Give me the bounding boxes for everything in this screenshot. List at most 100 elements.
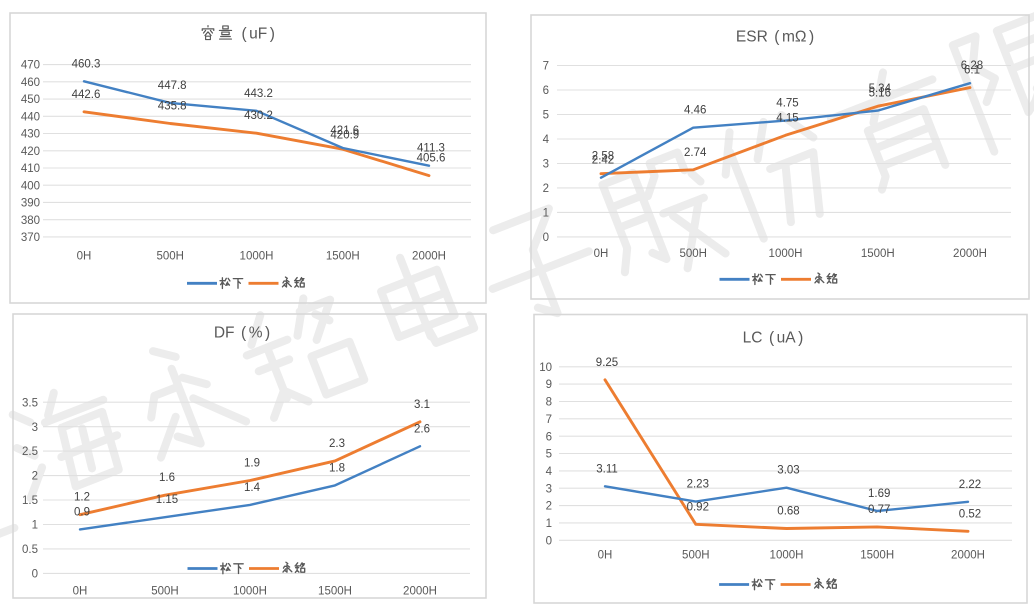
svg-text:4: 4	[543, 134, 550, 146]
svg-text:4.46: 4.46	[684, 105, 706, 117]
svg-text:2000H: 2000H	[953, 248, 987, 260]
svg-text:2: 2	[32, 471, 38, 483]
svg-text:1.69: 1.69	[868, 488, 890, 500]
svg-text:3.5: 3.5	[22, 397, 38, 409]
svg-text:1500H: 1500H	[318, 586, 352, 598]
svg-text:0H: 0H	[73, 586, 88, 598]
svg-text:1.5: 1.5	[22, 495, 38, 507]
svg-text:405.6: 405.6	[417, 153, 446, 165]
svg-text:500H: 500H	[679, 248, 707, 260]
svg-text:421.6: 421.6	[330, 125, 359, 137]
svg-text:460: 460	[21, 77, 40, 89]
svg-text:470: 470	[21, 60, 40, 72]
svg-text:2: 2	[543, 183, 549, 195]
svg-text:370: 370	[21, 232, 40, 244]
svg-text:7: 7	[546, 414, 552, 426]
svg-text:DF(%): DF(%)	[214, 325, 270, 342]
svg-text:1.9: 1.9	[244, 458, 260, 470]
svg-text:435.8: 435.8	[158, 101, 187, 113]
svg-text:2.22: 2.22	[959, 479, 981, 491]
svg-text:1500H: 1500H	[861, 248, 895, 260]
svg-text:0.5: 0.5	[22, 544, 38, 556]
svg-text:0H: 0H	[598, 550, 613, 562]
svg-text:0.9: 0.9	[74, 506, 90, 518]
svg-text:410: 410	[21, 163, 40, 175]
svg-text:6.1: 6.1	[964, 65, 980, 77]
svg-text:380: 380	[21, 215, 40, 227]
svg-text:6: 6	[543, 85, 549, 97]
svg-text:0: 0	[543, 232, 549, 244]
svg-text:420.9: 420.9	[330, 130, 359, 142]
svg-text:6: 6	[546, 431, 552, 443]
svg-text:440: 440	[21, 111, 40, 123]
svg-text:411.3: 411.3	[417, 143, 445, 155]
svg-text:5.34: 5.34	[869, 83, 892, 95]
svg-text:3.03: 3.03	[777, 465, 799, 477]
svg-text:2.74: 2.74	[684, 147, 707, 159]
svg-text:3.11: 3.11	[596, 463, 618, 475]
svg-text:3: 3	[543, 159, 549, 171]
svg-text:450: 450	[21, 94, 40, 106]
svg-text:1500H: 1500H	[860, 550, 894, 562]
svg-text:5: 5	[543, 110, 549, 122]
svg-text:1000H: 1000H	[769, 248, 803, 260]
svg-text:1: 1	[546, 518, 552, 530]
svg-text:1.6: 1.6	[159, 472, 175, 484]
svg-text:2.42: 2.42	[592, 155, 614, 167]
svg-text:3.1: 3.1	[414, 399, 430, 411]
svg-text:5.16: 5.16	[869, 88, 891, 100]
svg-text:400: 400	[21, 180, 40, 192]
svg-text:442.6: 442.6	[72, 89, 101, 101]
svg-text:ESR(mΩ): ESR(mΩ)	[736, 29, 814, 46]
svg-text:0H: 0H	[77, 251, 92, 263]
svg-text:2.58: 2.58	[592, 151, 614, 163]
svg-text:1000H: 1000H	[240, 251, 274, 263]
svg-text:0.77: 0.77	[868, 504, 890, 516]
svg-text:4.15: 4.15	[776, 112, 798, 124]
svg-text:LC(uA): LC(uA)	[743, 330, 804, 347]
svg-text:500H: 500H	[151, 586, 179, 598]
svg-text:9: 9	[546, 379, 552, 391]
svg-text:8: 8	[546, 397, 552, 409]
svg-text:443.2: 443.2	[244, 88, 273, 100]
svg-text:0.68: 0.68	[777, 506, 799, 518]
svg-text:0: 0	[32, 569, 38, 581]
svg-text:4.75: 4.75	[776, 98, 798, 110]
svg-text:2.23: 2.23	[687, 479, 709, 491]
svg-text:0.52: 0.52	[959, 508, 981, 520]
svg-text:3: 3	[546, 483, 552, 495]
svg-text:2000H: 2000H	[951, 550, 985, 562]
svg-text:2: 2	[546, 501, 552, 513]
svg-text:390: 390	[21, 198, 40, 210]
svg-text:430.2: 430.2	[244, 110, 273, 122]
svg-text:420: 420	[21, 146, 40, 158]
svg-text:2.5: 2.5	[22, 446, 38, 458]
svg-text:500H: 500H	[682, 550, 710, 562]
svg-text:7: 7	[543, 61, 549, 73]
svg-text:3: 3	[32, 422, 38, 434]
svg-text:1: 1	[543, 208, 549, 220]
svg-text:9.25: 9.25	[596, 357, 618, 369]
svg-text:0.92: 0.92	[687, 501, 709, 513]
svg-text:447.8: 447.8	[158, 80, 187, 92]
svg-text:5: 5	[546, 449, 552, 461]
svg-text:430: 430	[21, 129, 40, 141]
svg-text:2.6: 2.6	[414, 423, 430, 435]
svg-text:2000H: 2000H	[412, 251, 446, 263]
svg-text:1.15: 1.15	[156, 494, 178, 506]
svg-text:1.2: 1.2	[74, 492, 90, 504]
svg-text:1.8: 1.8	[329, 462, 345, 474]
svg-text:2.3: 2.3	[329, 438, 345, 450]
svg-text:2000H: 2000H	[403, 586, 437, 598]
svg-text:1000H: 1000H	[233, 586, 267, 598]
svg-text:1000H: 1000H	[770, 550, 804, 562]
svg-text:0: 0	[546, 535, 552, 547]
svg-text:6.28: 6.28	[961, 60, 983, 72]
svg-text:1500H: 1500H	[326, 251, 360, 263]
svg-text:1.4: 1.4	[244, 482, 261, 494]
svg-text:4: 4	[546, 466, 553, 478]
svg-text:1: 1	[32, 520, 38, 532]
svg-text:500H: 500H	[156, 251, 184, 263]
svg-text:10: 10	[539, 362, 552, 374]
svg-text:(uF): (uF)	[242, 26, 275, 43]
